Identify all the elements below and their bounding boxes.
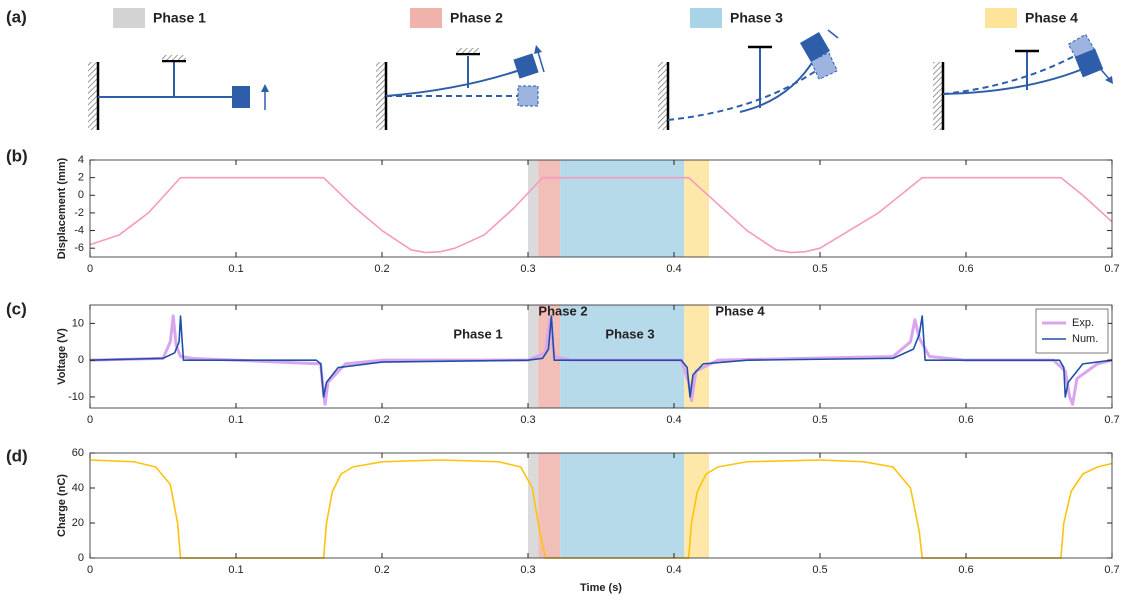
x-tick-label: 0.3 xyxy=(520,564,535,576)
legend-label: Num. xyxy=(1072,333,1098,345)
phase-name: Phase 2 xyxy=(450,10,503,26)
phase-band xyxy=(528,160,538,257)
panel-label: (a) xyxy=(6,7,27,26)
annotation: Phase 3 xyxy=(605,326,654,341)
diagram-phase-1 xyxy=(88,55,269,130)
x-tick-label: 0.7 xyxy=(1104,263,1119,275)
x-tick-label: 0.3 xyxy=(520,414,535,426)
legend-box xyxy=(1036,309,1108,353)
panel-label: (b) xyxy=(6,146,28,165)
phase-band xyxy=(538,160,560,257)
phase-swatch xyxy=(690,8,722,28)
y-tick-label: 10 xyxy=(72,317,84,329)
x-tick-label: 0.7 xyxy=(1104,564,1119,576)
y-tick-label: -2 xyxy=(74,207,84,219)
phase-swatch xyxy=(410,8,442,28)
x-tick-label: 0.5 xyxy=(812,414,827,426)
x-tick-label: 0.5 xyxy=(812,564,827,576)
legend-label: Exp. xyxy=(1072,317,1094,329)
y-axis-title: Charge (nC) xyxy=(56,474,68,537)
x-tick-label: 0.1 xyxy=(228,263,243,275)
x-tick-label: 0.7 xyxy=(1104,414,1119,426)
y-axis-title: Displacement (mm) xyxy=(56,157,68,259)
annotation: Phase 4 xyxy=(715,303,765,318)
phase-band xyxy=(560,453,684,558)
x-tick-label: 0.6 xyxy=(958,263,973,275)
y-tick-label: 40 xyxy=(72,482,84,494)
x-tick-label: 0.2 xyxy=(374,564,389,576)
x-tick-label: 0.2 xyxy=(374,263,389,275)
y-tick-label: 2 xyxy=(78,172,84,184)
y-tick-label: 0 xyxy=(78,552,84,564)
plot: 0 0.1 0.2 0.3 0.4 0.5 0.6 0.7 -6 -4 -2 0 2 4 Displacem… xyxy=(56,154,1120,275)
y-tick-label: 4 xyxy=(78,154,84,166)
x-tick-label: 0 xyxy=(87,564,93,576)
annotation: Phase 2 xyxy=(538,303,587,318)
phase-band xyxy=(528,453,538,558)
x-tick-label: 0.5 xyxy=(812,263,827,275)
x-tick-label: 0.3 xyxy=(520,263,535,275)
y-tick-label: -4 xyxy=(74,224,84,236)
x-tick-label: 0.4 xyxy=(666,414,681,426)
phase-name: Phase 3 xyxy=(730,10,783,26)
x-tick-label: 0.1 xyxy=(228,564,243,576)
phase-band xyxy=(684,160,709,257)
diagram-phase-2 xyxy=(376,45,544,130)
panel-label: (d) xyxy=(6,446,28,465)
diagram-phase-3 xyxy=(658,30,838,130)
x-tick-label: 0.6 xyxy=(958,414,973,426)
x-tick-label: 0.4 xyxy=(666,564,681,576)
plot: 0 0.1 0.2 0.3 0.4 0.5 0.6 0.7 0 20 40 60 Charge (nC)… xyxy=(56,447,1120,594)
x-tick-label: 0.1 xyxy=(228,414,243,426)
phase-band xyxy=(684,305,709,408)
y-axis-title: Voltage (V) xyxy=(56,328,68,385)
figure: (a) (b) (c) (d) Phase 1 Phase 2 Phase 3 Phase 4… xyxy=(0,0,1128,603)
y-tick-label: -10 xyxy=(68,391,84,403)
y-tick-label: 20 xyxy=(72,517,84,529)
y-tick-label: 0 xyxy=(78,354,84,366)
x-tick-label: 0.4 xyxy=(666,263,681,275)
phase-swatch xyxy=(113,8,145,28)
x-tick-label: 0 xyxy=(87,414,93,426)
y-tick-label: 0 xyxy=(78,189,84,201)
diagram-phase-4 xyxy=(933,34,1113,130)
panel-label: (c) xyxy=(6,299,27,318)
y-tick-label: -6 xyxy=(74,242,84,254)
x-tick-label: 0.6 xyxy=(958,564,973,576)
phase-band xyxy=(560,160,684,257)
annotation: Phase 1 xyxy=(453,326,502,341)
x-axis-title: Time (s) xyxy=(580,582,622,594)
x-tick-label: 0 xyxy=(87,263,93,275)
y-tick-label: 60 xyxy=(72,447,84,459)
phase-swatch xyxy=(985,8,1017,28)
x-tick-label: 0.2 xyxy=(374,414,389,426)
phase-band xyxy=(684,453,709,558)
phase-band xyxy=(560,305,684,408)
phase-name: Phase 1 xyxy=(153,10,206,26)
phase-name: Phase 4 xyxy=(1025,10,1078,26)
